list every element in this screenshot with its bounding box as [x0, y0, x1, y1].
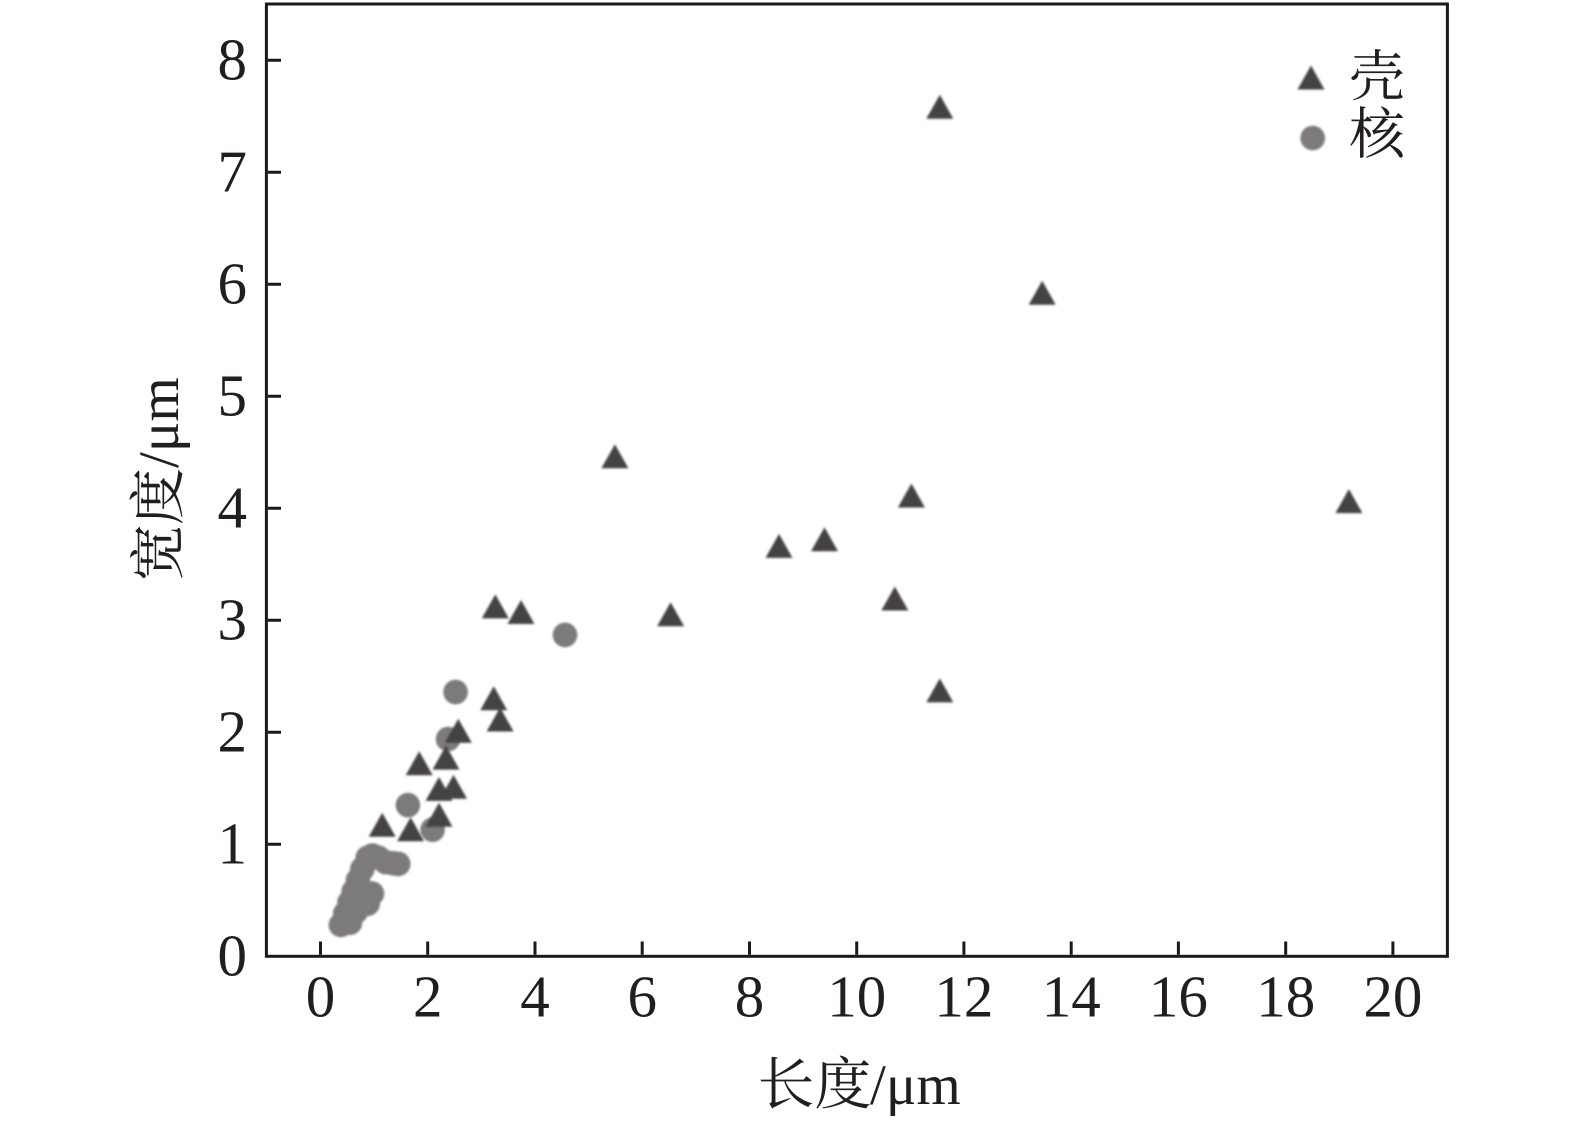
svg-text:12: 12 — [934, 964, 993, 1030]
svg-text:7: 7 — [218, 139, 248, 205]
svg-text:20: 20 — [1363, 964, 1422, 1030]
svg-text:6: 6 — [218, 251, 248, 317]
svg-text:16: 16 — [1149, 964, 1208, 1030]
svg-text:4: 4 — [520, 964, 550, 1030]
svg-text:10: 10 — [827, 964, 886, 1030]
svg-text:/μm: /μm — [128, 377, 191, 468]
svg-text:14: 14 — [1042, 964, 1101, 1030]
svg-text:6: 6 — [627, 964, 657, 1030]
svg-text:5: 5 — [218, 363, 248, 429]
svg-text:2: 2 — [413, 964, 443, 1030]
svg-text:0: 0 — [306, 964, 336, 1030]
svg-text:8: 8 — [735, 964, 765, 1030]
svg-text:2: 2 — [218, 699, 248, 765]
svg-text:0: 0 — [218, 923, 248, 989]
svg-text:3: 3 — [218, 587, 248, 653]
svg-text:8: 8 — [218, 27, 248, 93]
svg-text:1: 1 — [218, 811, 248, 877]
svg-text:/μm: /μm — [870, 1054, 961, 1117]
svg-text:4: 4 — [218, 475, 248, 541]
svg-text:18: 18 — [1256, 964, 1315, 1030]
